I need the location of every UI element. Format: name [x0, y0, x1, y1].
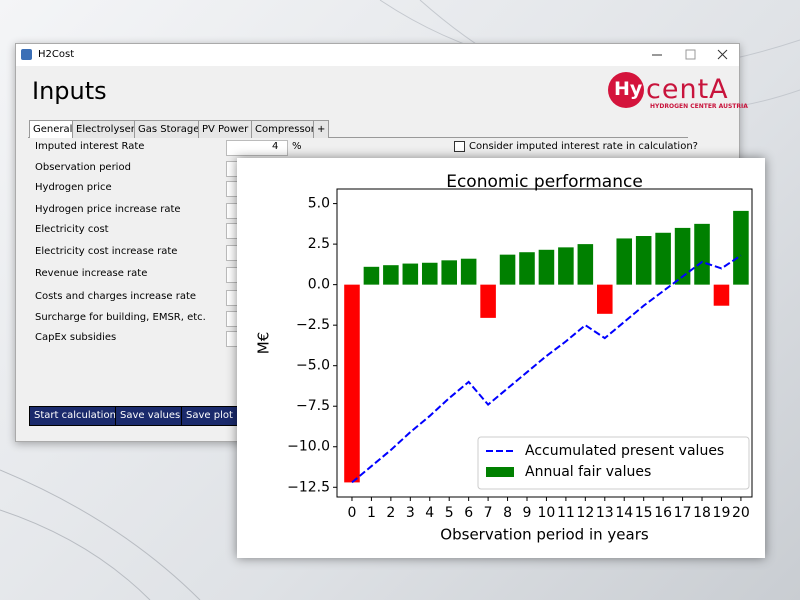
x-axis-label: Observation period in years	[440, 526, 649, 544]
bar	[499, 254, 516, 285]
checkbox-label: Consider imputed interest rate in calcul…	[469, 141, 698, 152]
tab[interactable]: PV Power	[198, 120, 253, 138]
y-axis-label: M€	[255, 332, 273, 355]
tab[interactable]: Gas Storage	[134, 120, 204, 138]
maximize[interactable]	[685, 49, 696, 60]
x-tick-label: 11	[557, 505, 575, 521]
legend-label: Annual fair values	[525, 464, 651, 480]
bar	[577, 244, 594, 285]
x-tick-label: 0	[348, 505, 357, 521]
checkbox[interactable]	[454, 141, 465, 152]
bar	[344, 284, 360, 483]
tab-strip	[28, 137, 688, 138]
x-tick-label: 6	[464, 505, 473, 521]
bar	[597, 284, 613, 314]
x-tick-label: 10	[538, 505, 556, 521]
x-tick-label: 3	[406, 505, 415, 521]
x-tick-label: 13	[596, 505, 614, 521]
field-label: Electricity cost	[35, 224, 109, 235]
tab[interactable]: Electrolyser	[72, 120, 139, 138]
line	[351, 254, 742, 484]
interest-unit: %	[292, 141, 302, 152]
logo-tagline: HYDROGEN CENTER AUSTRIA	[650, 103, 748, 110]
bar	[694, 223, 710, 285]
app-icon	[21, 49, 32, 60]
bar	[616, 238, 633, 285]
bar	[480, 284, 496, 318]
bar	[402, 263, 419, 285]
x-tick-label: 20	[732, 505, 750, 521]
interest-value: 4	[272, 141, 279, 152]
field-label: Revenue increase rate	[35, 268, 148, 279]
logo-circle	[608, 72, 644, 108]
x-tick-label: 1	[367, 505, 376, 521]
decor	[0, 509, 151, 600]
x-tick-label: 17	[674, 505, 692, 521]
x-tick-label: 12	[576, 505, 594, 521]
tab[interactable]: General	[29, 120, 77, 138]
tab[interactable]: Compressor	[251, 120, 319, 138]
button[interactable]: Save values	[115, 406, 186, 426]
field-label: Hydrogen price	[35, 182, 112, 193]
title-bar	[16, 44, 739, 66]
y-tick-label: −7.5	[296, 398, 330, 414]
x-tick-label: 19	[713, 505, 731, 521]
x-tick-label: 15	[635, 505, 653, 521]
legend-box	[477, 436, 750, 490]
bar	[460, 258, 477, 285]
x-tick-label: 9	[523, 505, 532, 521]
bar	[674, 227, 691, 285]
window-title: H2Cost	[38, 49, 75, 60]
bar	[655, 232, 671, 285]
field-label: Costs and charges increase rate	[35, 291, 197, 302]
logo-hy: Hy	[614, 78, 643, 100]
x-tick-label: 5	[445, 505, 454, 521]
x-tick-label: 8	[503, 505, 512, 521]
y-tick-label: 0.0	[308, 277, 330, 293]
decor	[0, 469, 201, 600]
logo-name: centA	[646, 74, 729, 105]
field-label: Surcharge for building, EMSR, etc.	[35, 312, 206, 323]
field-label: CapEx subsidies	[35, 332, 117, 343]
plot-window: Economic performance Observation period i…	[237, 158, 765, 558]
window-controls[interactable]	[646, 48, 736, 62]
button[interactable]: Save plot	[181, 406, 238, 426]
field-label: Imputed interest Rate	[35, 141, 145, 152]
bar	[383, 265, 399, 285]
chart-title: Economic performance	[446, 172, 643, 192]
bar	[733, 210, 749, 285]
x-tick-label: 18	[693, 505, 711, 521]
heading: Inputs	[32, 77, 107, 105]
y-tick-label: −2.5	[296, 317, 330, 333]
x-tick-label: 16	[654, 505, 672, 521]
field-label: Electricity cost increase rate	[35, 246, 178, 257]
button[interactable]: Start calculation	[29, 406, 121, 426]
bar	[421, 262, 438, 285]
y-tick-label: 5.0	[308, 196, 330, 212]
input-box[interactable]	[226, 140, 288, 156]
plot-frame	[336, 188, 753, 498]
bar	[363, 266, 380, 285]
close[interactable]	[717, 49, 728, 60]
bar	[519, 252, 535, 285]
y-tick-label: −5.0	[296, 358, 330, 374]
y-tick-label: 2.5	[308, 236, 330, 252]
x-tick-label: 2	[386, 505, 395, 521]
y-tick-label: −12.5	[287, 479, 330, 495]
bar	[538, 249, 555, 285]
x-tick-label: 7	[484, 505, 493, 521]
bar	[441, 260, 457, 285]
field-label: Hydrogen price increase rate	[35, 204, 181, 215]
legend-swatch	[486, 467, 514, 477]
field-label: Observation period	[35, 162, 131, 173]
legend-label: Accumulated present values	[525, 443, 724, 459]
y-tick-label: −10.0	[287, 439, 330, 455]
bar	[635, 236, 652, 285]
bar	[558, 247, 574, 285]
bar	[713, 284, 730, 306]
x-tick-label: 14	[615, 505, 633, 521]
tab[interactable]: +	[313, 120, 330, 138]
x-tick-label: 4	[425, 505, 434, 521]
